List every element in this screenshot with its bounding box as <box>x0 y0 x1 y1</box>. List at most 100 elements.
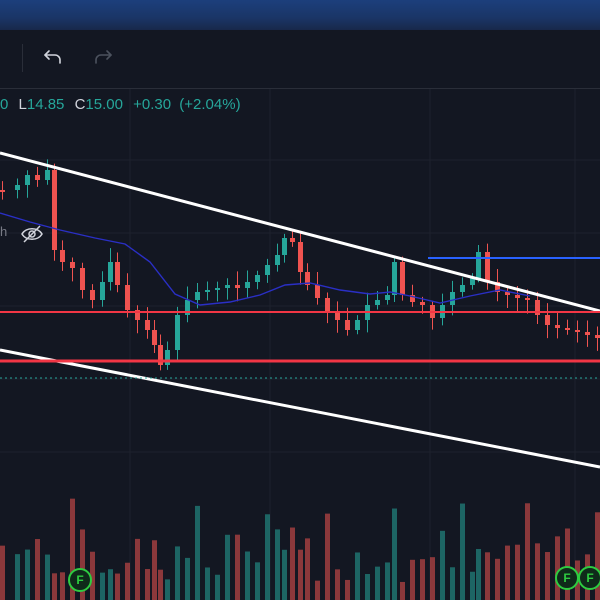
volume-bar <box>115 573 120 600</box>
volume-bar <box>135 538 140 600</box>
candle-body <box>595 335 600 338</box>
candle-body <box>0 190 5 192</box>
undo-icon <box>44 50 61 64</box>
volume-bar <box>52 573 57 600</box>
volume-bar <box>282 549 287 600</box>
indicator-visibility-button[interactable] <box>20 224 44 244</box>
candle-body <box>15 185 20 190</box>
volume-bar <box>485 552 490 600</box>
candle-body <box>392 262 397 295</box>
volume-bar <box>215 574 220 600</box>
candle-body <box>70 262 75 268</box>
volume-bar <box>565 528 570 600</box>
candle-body <box>135 310 140 320</box>
volume-bar <box>25 549 30 600</box>
volume-bar <box>298 549 303 600</box>
candle-body <box>325 298 330 312</box>
candle-body <box>305 272 310 285</box>
close-label: C <box>74 96 86 113</box>
volume-bar <box>392 508 397 600</box>
volume-bar <box>108 569 113 600</box>
volume-bar <box>225 534 230 600</box>
volume-bar <box>335 569 340 600</box>
candle-body <box>495 282 500 292</box>
chart-toolbar <box>0 30 600 89</box>
volume-bar <box>245 551 250 600</box>
lower-trendline <box>0 348 600 469</box>
close-value: 15.00 <box>85 96 123 113</box>
price-chart[interactable] <box>0 89 600 600</box>
volume-bar <box>35 539 40 600</box>
candle-body <box>410 295 415 302</box>
legend-prefix: 0 <box>0 96 9 113</box>
candle-body <box>235 285 240 288</box>
volume-bar <box>525 503 530 600</box>
candle-body <box>575 330 580 332</box>
undo-button[interactable] <box>40 46 66 72</box>
volume-bar <box>90 551 95 600</box>
volume-bar <box>555 536 560 600</box>
candle-body <box>195 292 200 300</box>
volume-bar <box>400 581 405 600</box>
low-label: L <box>18 96 27 113</box>
upper-trendline <box>0 151 600 313</box>
volume-bar <box>125 562 130 600</box>
volume-bar <box>0 545 5 600</box>
candle-body <box>100 282 105 300</box>
candle-body <box>125 285 130 310</box>
earnings-event-badge[interactable]: F <box>68 568 92 592</box>
change-value: +0.30 <box>133 96 172 113</box>
volume-bar <box>495 558 500 600</box>
candle-body <box>80 268 85 290</box>
candle-body <box>298 242 303 272</box>
volume-bar <box>290 527 295 600</box>
volume-bar <box>255 562 260 600</box>
candle-body <box>476 252 481 278</box>
candle-body <box>225 285 230 288</box>
indicator-label: h <box>0 224 8 239</box>
volume-bar <box>470 571 475 600</box>
earnings-event-badge[interactable]: F <box>578 566 600 590</box>
moving-average-line <box>0 212 531 306</box>
earnings-event-badge[interactable]: F <box>555 566 579 590</box>
candle-body <box>90 290 95 300</box>
volume-bar <box>265 514 270 600</box>
volume-bar <box>355 552 360 600</box>
candle-body <box>535 300 540 315</box>
candle-body <box>555 325 560 328</box>
candle-body <box>585 332 590 335</box>
volume-bar <box>100 572 105 600</box>
volume-bar <box>595 512 600 600</box>
candle-body <box>215 288 220 290</box>
volume-bar <box>15 554 20 600</box>
candle-body <box>25 175 30 185</box>
volume-bar <box>385 562 390 600</box>
candle-body <box>35 175 40 180</box>
volume-bar <box>145 569 150 600</box>
candle-body <box>152 330 157 345</box>
volume-bar <box>450 567 455 600</box>
volume-bar <box>45 554 50 600</box>
top-header-bar <box>0 0 600 30</box>
volume-bar <box>420 559 425 600</box>
redo-icon <box>95 50 112 64</box>
candle-body <box>565 328 570 330</box>
volume-bar <box>152 540 157 600</box>
candle-body <box>315 285 320 298</box>
volume-bar <box>235 534 240 600</box>
candle-body <box>355 320 360 330</box>
volume-bar <box>375 566 380 600</box>
low-value: 14.85 <box>26 96 65 113</box>
candle-body <box>290 238 295 242</box>
volume-bar <box>515 544 520 600</box>
volume-bar <box>365 573 370 600</box>
candle-body <box>275 255 280 265</box>
candle-body <box>345 320 350 330</box>
candle-body <box>158 345 163 365</box>
grid <box>0 89 600 600</box>
candle-body <box>245 282 250 288</box>
volume-bar <box>165 579 170 600</box>
volume-bar <box>430 557 435 600</box>
redo-button[interactable] <box>90 46 116 72</box>
candle-body <box>515 295 520 298</box>
